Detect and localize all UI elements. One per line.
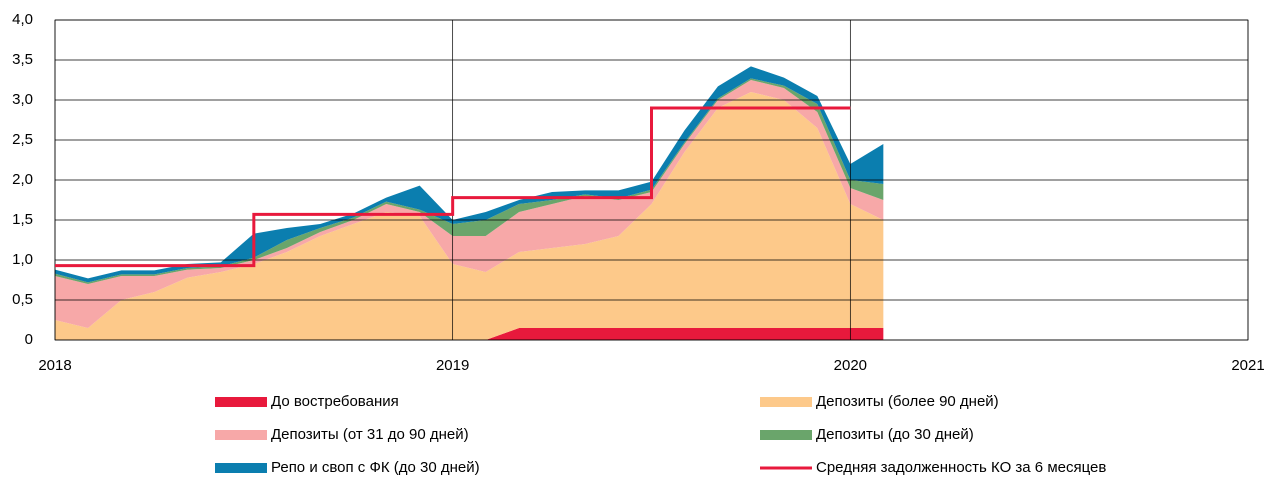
x-tick-label: 2018 bbox=[38, 357, 71, 374]
legend-swatch bbox=[215, 397, 267, 407]
y-tick-label: 1,5 bbox=[12, 211, 33, 228]
legend-label: Депозиты (до 30 дней) bbox=[816, 426, 974, 443]
area bbox=[55, 78, 884, 285]
step-line bbox=[55, 106, 851, 268]
x-tick-label: 2021 bbox=[1231, 357, 1264, 374]
y-tick-label: 0,5 bbox=[12, 291, 33, 308]
legend-swatch bbox=[760, 397, 812, 407]
legend-swatch bbox=[215, 430, 267, 440]
y-tick-label: 1,0 bbox=[12, 251, 33, 268]
x-tick-label: 2020 bbox=[834, 357, 867, 374]
plot-frame bbox=[54, 19, 1249, 341]
y-tick-label: 3,0 bbox=[12, 91, 33, 108]
y-tick-label: 2,0 bbox=[12, 171, 33, 188]
y-tick-label: 4,0 bbox=[12, 11, 33, 28]
area bbox=[55, 92, 884, 340]
legend-label: Средняя задолженность КО за 6 месяцев bbox=[816, 459, 1106, 476]
area bbox=[55, 80, 884, 328]
area bbox=[55, 328, 884, 340]
legend-label: Репо и своп с ФК (до 30 дней) bbox=[271, 459, 480, 476]
y-tick-label: 2,5 bbox=[12, 131, 33, 148]
legend-swatch bbox=[760, 430, 812, 440]
legend-label: Депозиты (более 90 дней) bbox=[816, 393, 999, 410]
legend-label: До востребования bbox=[271, 393, 399, 410]
area bbox=[55, 66, 884, 283]
y-tick-label: 3,5 bbox=[12, 51, 33, 68]
x-tick-label: 2019 bbox=[436, 357, 469, 374]
legend-label: Депозиты (от 31 до 90 дней) bbox=[271, 426, 469, 443]
y-tick-label: 0 bbox=[25, 331, 33, 348]
legend-swatch bbox=[215, 463, 267, 473]
